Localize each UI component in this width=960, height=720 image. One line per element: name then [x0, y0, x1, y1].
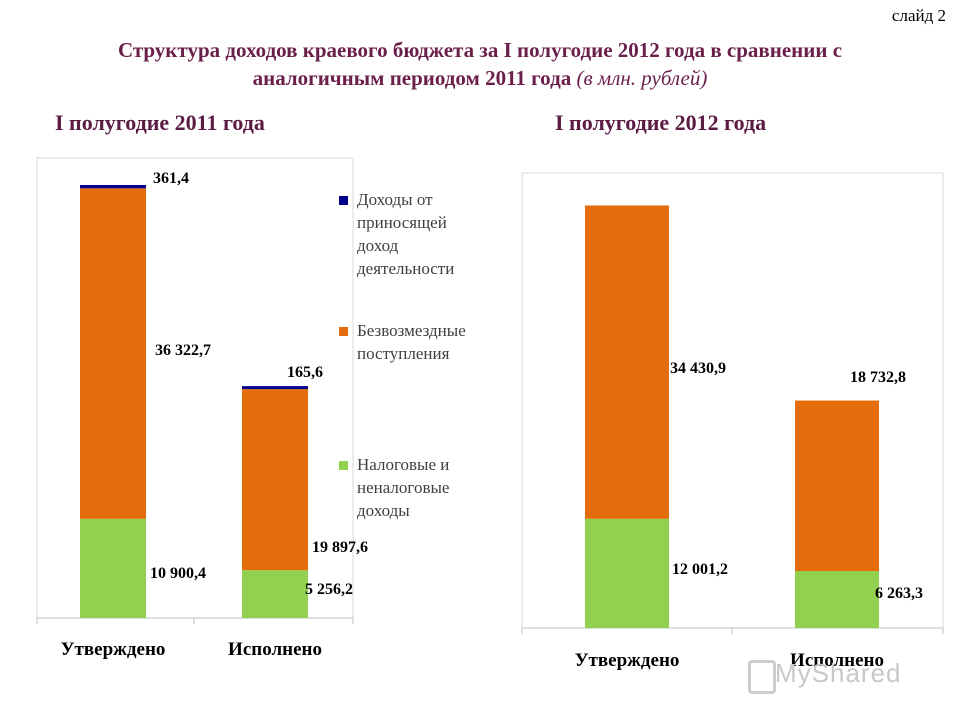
data-label-2011-2-0: 361,4	[153, 170, 189, 187]
data-label-2011-1-0: 36 322,7	[155, 342, 211, 359]
data-label-2012-1-0: 34 430,9	[670, 360, 726, 377]
bar-2012-0-series-1	[585, 205, 669, 519]
category-label-2012-1: Исполнено	[790, 650, 884, 671]
title-unit: (в млн. рублей)	[576, 66, 708, 90]
data-label-2011-0-1: 5 256,2	[305, 581, 353, 598]
category-label-2011-1: Исполнено	[228, 639, 322, 660]
category-label-2011-0: Утверждено	[61, 639, 166, 660]
data-label-2011-1-1: 19 897,6	[312, 539, 368, 556]
legend-item-0: Доходы от приносящей доход деятельности	[357, 190, 454, 278]
legend-item-1: Безвозмездные поступления	[357, 321, 466, 363]
bar-2011-1-series-1	[242, 389, 308, 571]
legend-swatch-1	[339, 327, 348, 336]
watermark: MyShared	[775, 658, 902, 688]
legend-item-2: Налоговые и неналоговые доходы	[357, 455, 449, 520]
category-label-2012-0: Утверждено	[575, 650, 680, 671]
bar-2011-0-series-1	[80, 188, 146, 519]
bar-2011-0-series-2	[80, 185, 146, 189]
bar-2012-1-series-1	[795, 400, 879, 572]
bar-2012-0-series-0	[585, 518, 669, 628]
chart-2011	[36, 157, 354, 624]
title-line-1: Структура доходов краевого бюджета за I …	[117, 38, 843, 62]
title-line-2: аналогичным периодом 2011 года	[252, 66, 572, 90]
legend: Доходы от приносящей доход деятельности Безв…	[339, 190, 466, 520]
slide-title: Структура доходов краевого бюджета за I …	[0, 36, 960, 92]
bar-2011-0-series-0	[80, 518, 146, 618]
data-label-2011-0-0: 10 900,4	[150, 565, 206, 582]
data-label-2011-2-1: 165,6	[287, 364, 323, 381]
bar-2011-1-series-2	[242, 386, 308, 390]
chart-title-2011: I полугодие 2011 года	[55, 110, 265, 135]
chart-title-2012: I полугодие 2012 года	[555, 110, 767, 135]
bar-2012-1-series-0	[795, 571, 879, 628]
data-label-2012-1-1: 18 732,8	[850, 369, 906, 386]
legend-swatch-2	[339, 461, 348, 470]
chart-2012	[521, 172, 944, 634]
bar-2011-1-series-0	[242, 570, 308, 618]
legend-swatch-0	[339, 196, 348, 205]
data-label-2012-0-0: 12 001,2	[672, 561, 728, 578]
data-label-2012-0-1: 6 263,3	[875, 585, 923, 602]
slide-number: слайд 2	[891, 6, 946, 25]
watermark-icon	[748, 660, 776, 694]
